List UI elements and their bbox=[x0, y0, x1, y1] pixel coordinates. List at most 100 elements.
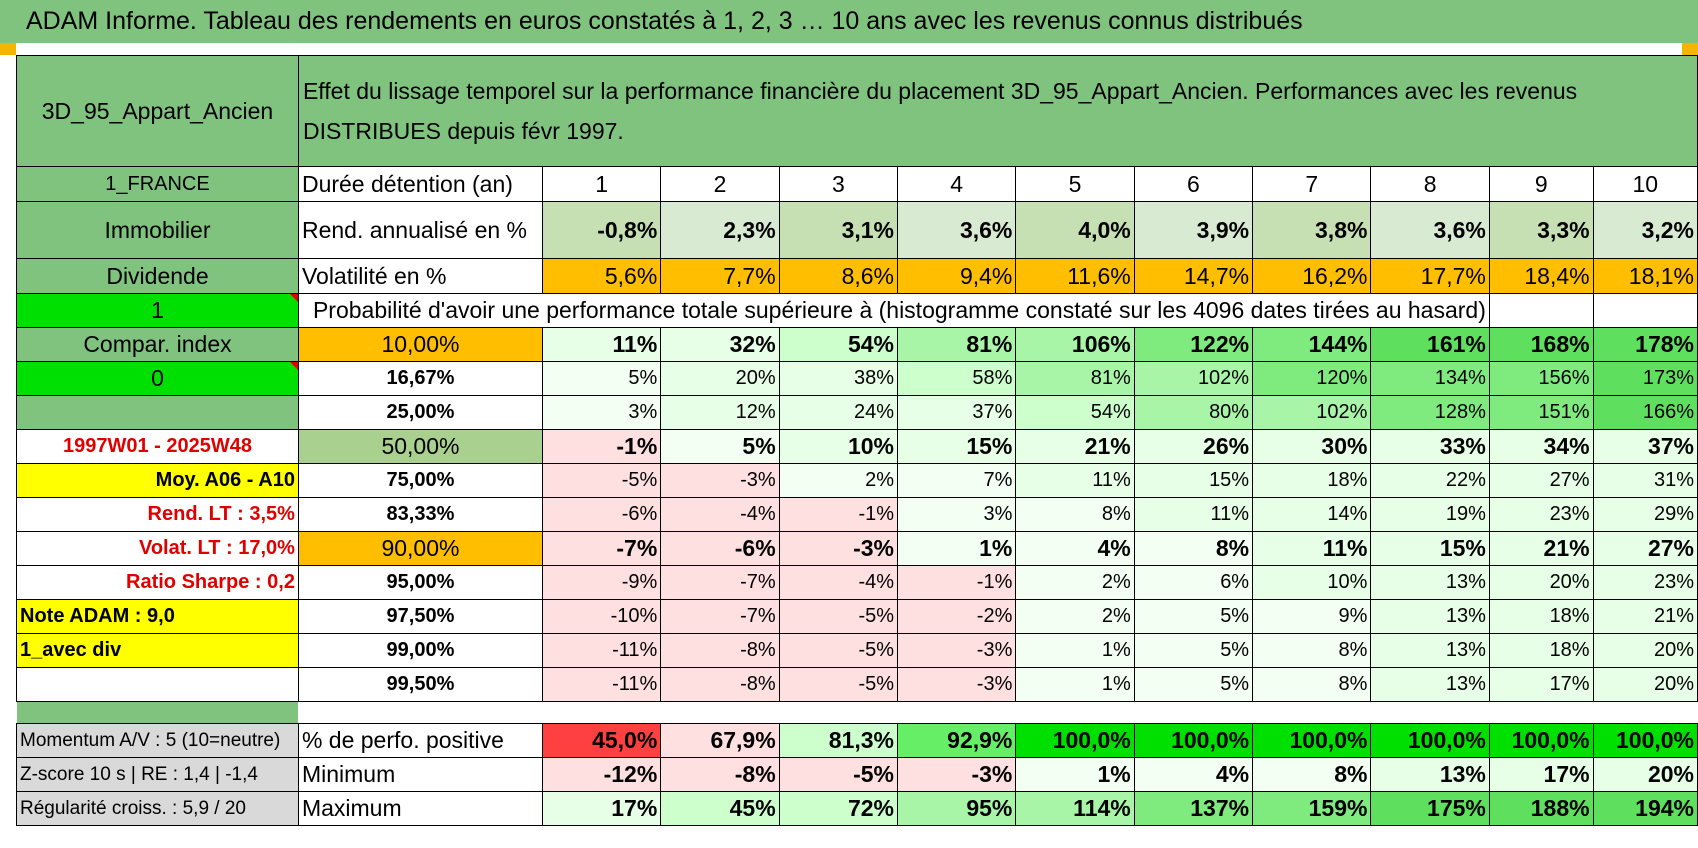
percentile-value-cell: 102% bbox=[1252, 395, 1372, 430]
percentile-value-cell: 9% bbox=[1252, 599, 1372, 634]
year-header-cell: 4 bbox=[897, 166, 1017, 202]
percentile-value-cell: 22% bbox=[1370, 463, 1490, 498]
minimum-cell: 4% bbox=[1133, 757, 1254, 792]
percentile-value-cell: 21% bbox=[1015, 429, 1135, 464]
percentile-value-cell: 37% bbox=[1592, 429, 1698, 464]
minimum-cell: 1% bbox=[1015, 757, 1135, 792]
percentile-value-cell: 18% bbox=[1488, 599, 1594, 634]
maximum-cell: 194% bbox=[1592, 791, 1698, 826]
positive-cell: 45,0% bbox=[541, 723, 662, 758]
percentile-value-cell: -5% bbox=[778, 633, 899, 668]
minimum-cell: -12% bbox=[541, 757, 662, 792]
percentile-value-cell: 161% bbox=[1370, 327, 1490, 362]
percentile-value-cell: 1% bbox=[1015, 667, 1135, 702]
percentile-value-cell: 14% bbox=[1252, 497, 1372, 532]
percentile-label: 75,00% bbox=[297, 463, 543, 498]
percentile-value-cell: 15% bbox=[1133, 463, 1254, 498]
percentile-value-cell: 32% bbox=[660, 327, 780, 362]
percentile-value-cell: 5% bbox=[1133, 633, 1254, 668]
year-header-cell: 10 bbox=[1592, 166, 1698, 202]
volat-cell: 16,2% bbox=[1252, 258, 1372, 294]
percentile-value-cell: 12% bbox=[660, 395, 780, 430]
percentile-value-cell: 5% bbox=[541, 361, 662, 396]
note-adam-label: Note ADAM : 9,0 bbox=[16, 599, 299, 634]
percentile-value-cell: 27% bbox=[1592, 531, 1698, 566]
percentile-value-cell: 5% bbox=[1133, 667, 1254, 702]
percentile-value-cell: 128% bbox=[1370, 395, 1490, 430]
percentile-value-cell: -6% bbox=[660, 531, 780, 566]
zero-flag-cell[interactable]: 0 bbox=[16, 361, 299, 396]
volat-cell: 18,4% bbox=[1488, 258, 1594, 294]
percentile-value-cell: 26% bbox=[1133, 429, 1254, 464]
percentile-label: 95,00% bbox=[297, 565, 543, 600]
compar-index-label: Compar. index bbox=[16, 327, 299, 362]
percentile-value-cell: 18% bbox=[1488, 633, 1594, 668]
performance-table: 3D_95_Appart_Ancien Effet du lissage tem… bbox=[16, 55, 1698, 826]
maximum-cell: 17% bbox=[541, 791, 662, 826]
maximum-cell: 188% bbox=[1488, 791, 1594, 826]
percentile-value-cell: 5% bbox=[1133, 599, 1254, 634]
percentile-value-cell: 24% bbox=[778, 395, 899, 430]
blank-white-cell bbox=[16, 667, 299, 702]
percentile-value-cell: -11% bbox=[541, 633, 662, 668]
percentile-value-cell: 13% bbox=[1370, 667, 1490, 702]
empty-cell bbox=[1592, 293, 1698, 328]
minimum-cell: 13% bbox=[1370, 757, 1490, 792]
percentile-value-cell: 13% bbox=[1370, 565, 1490, 600]
percentile-value-cell: 58% bbox=[897, 361, 1017, 396]
positive-cell: 67,9% bbox=[660, 723, 780, 758]
year-header-cell: 2 bbox=[660, 166, 780, 202]
percentile-value-cell: 7% bbox=[897, 463, 1017, 498]
percentile-value-cell: 33% bbox=[1370, 429, 1490, 464]
percentile-value-cell: 10% bbox=[778, 429, 899, 464]
percentile-value-cell: 37% bbox=[897, 395, 1017, 430]
percentile-value-cell: 3% bbox=[897, 497, 1017, 532]
percentile-value-cell: -1% bbox=[541, 429, 662, 464]
percentile-value-cell: 81% bbox=[1015, 361, 1135, 396]
percentile-value-cell: 134% bbox=[1370, 361, 1490, 396]
percentile-value-cell: 11% bbox=[541, 327, 662, 362]
percentile-label: 50,00% bbox=[297, 429, 543, 464]
percentile-value-cell: 156% bbox=[1488, 361, 1594, 396]
percentile-value-cell: -8% bbox=[660, 633, 780, 668]
percentile-value-cell: 122% bbox=[1133, 327, 1254, 362]
rend-cell: 3,9% bbox=[1133, 201, 1254, 259]
avec-div-label: 1_avec div bbox=[16, 633, 299, 668]
volat-cell: 7,7% bbox=[660, 258, 780, 294]
one-flag-cell[interactable]: 1 bbox=[16, 293, 299, 328]
positive-cell: 100,0% bbox=[1592, 723, 1698, 758]
momentum-label: Momentum A/V : 5 (10=neutre) bbox=[16, 723, 299, 758]
regularite-label: Régularité croiss. : 5,9 / 20 bbox=[16, 791, 299, 826]
percentile-value-cell: 20% bbox=[1592, 633, 1698, 668]
duree-label: Durée détention (an) bbox=[297, 166, 543, 202]
rend-cell: 2,3% bbox=[660, 201, 780, 259]
percentile-value-cell: 178% bbox=[1592, 327, 1698, 362]
percentile-value-cell: -5% bbox=[541, 463, 662, 498]
percentile-label: 83,33% bbox=[297, 497, 543, 532]
percentile-value-cell: 15% bbox=[1370, 531, 1490, 566]
percentile-value-cell: -3% bbox=[897, 667, 1017, 702]
percentile-value-cell: 19% bbox=[1370, 497, 1490, 532]
percentile-value-cell: -3% bbox=[660, 463, 780, 498]
percentile-value-cell: 173% bbox=[1592, 361, 1698, 396]
year-header-cell: 5 bbox=[1015, 166, 1135, 202]
percentile-value-cell: 81% bbox=[897, 327, 1017, 362]
year-header-cell: 8 bbox=[1370, 166, 1490, 202]
percentile-value-cell: -7% bbox=[660, 599, 780, 634]
maximum-cell: 72% bbox=[778, 791, 899, 826]
percentile-value-cell: 168% bbox=[1488, 327, 1594, 362]
volat-label: Volatilité en % bbox=[297, 258, 543, 294]
year-header-cell: 9 bbox=[1488, 166, 1594, 202]
percentile-value-cell: 31% bbox=[1592, 463, 1698, 498]
year-header-cell: 6 bbox=[1133, 166, 1254, 202]
rend-cell: 3,2% bbox=[1592, 201, 1698, 259]
percentile-value-cell: 5% bbox=[660, 429, 780, 464]
spacer-green bbox=[16, 701, 299, 724]
percentile-value-cell: 13% bbox=[1370, 633, 1490, 668]
minimum-cell: 8% bbox=[1252, 757, 1372, 792]
percentile-value-cell: 8% bbox=[1015, 497, 1135, 532]
percentile-value-cell: 106% bbox=[1015, 327, 1135, 362]
percentile-value-cell: 80% bbox=[1133, 395, 1254, 430]
percentile-value-cell: 8% bbox=[1252, 633, 1372, 668]
percentile-value-cell: -5% bbox=[778, 599, 899, 634]
